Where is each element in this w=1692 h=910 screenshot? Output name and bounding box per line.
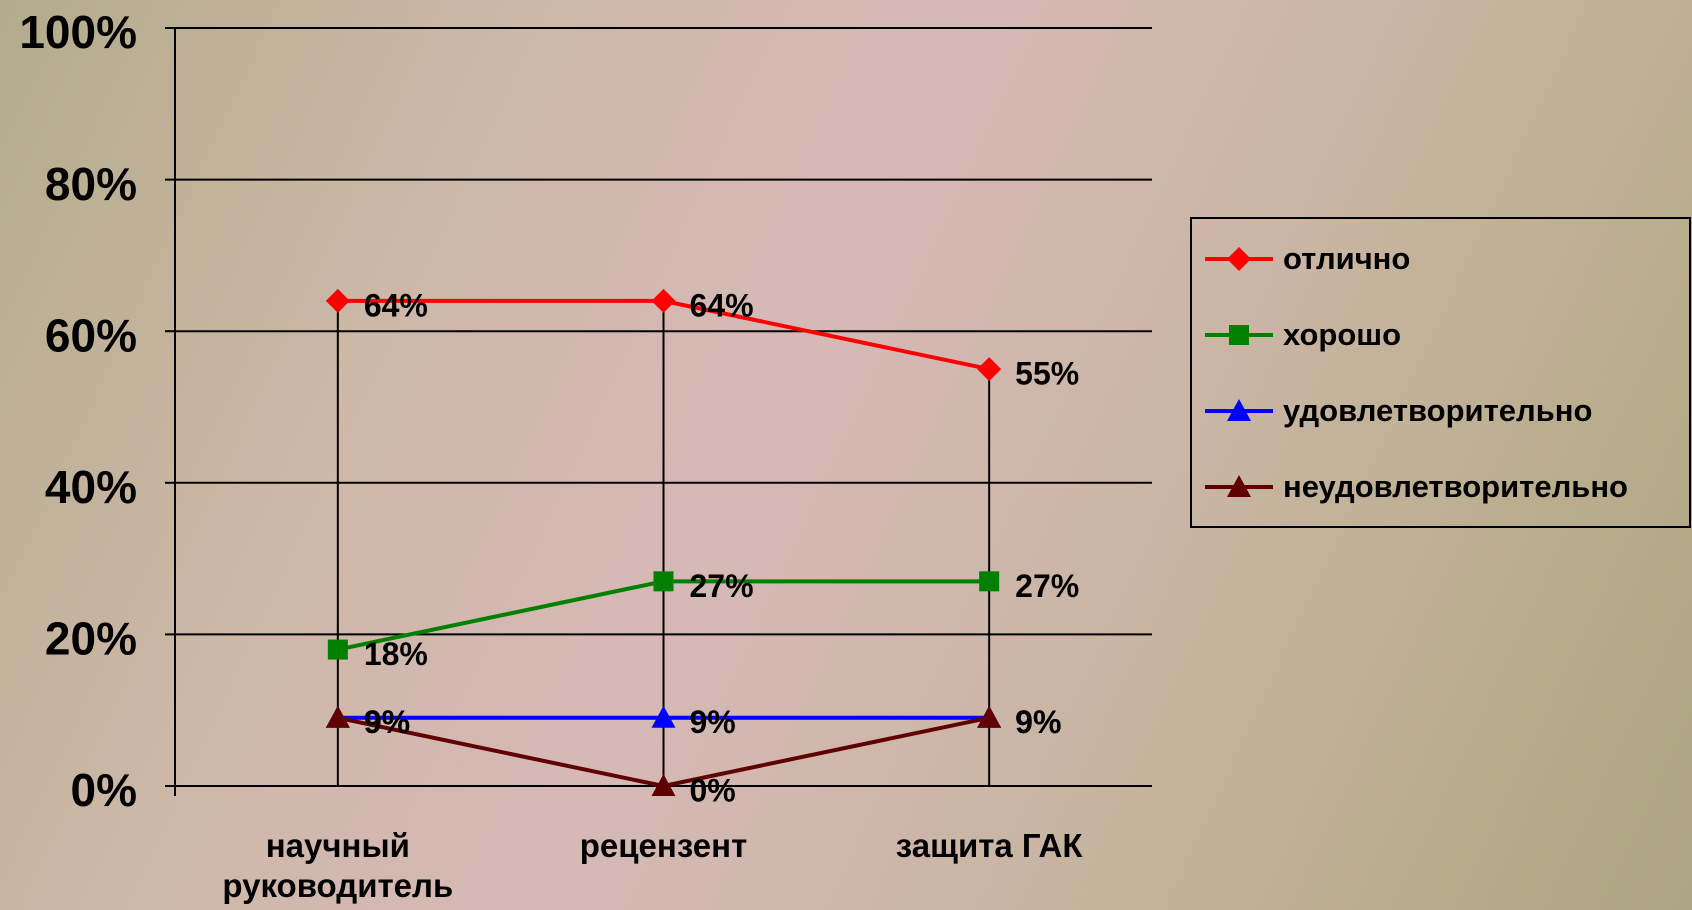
marker <box>979 571 1000 592</box>
marker <box>325 705 350 728</box>
marker <box>977 357 1002 382</box>
legend-box <box>1190 217 1691 528</box>
data-label: 64% <box>364 287 428 323</box>
data-label: 64% <box>690 287 754 323</box>
data-label: 9% <box>690 704 736 740</box>
y-tick-label: 40% <box>45 461 137 513</box>
data-label: 27% <box>690 568 754 604</box>
y-tick-label: 20% <box>45 613 137 665</box>
marker <box>1227 399 1251 421</box>
x-tick-label: защита ГАК <box>895 827 1083 864</box>
marker <box>325 288 350 313</box>
marker <box>327 639 348 660</box>
y-tick-label: 80% <box>45 158 137 210</box>
marker <box>1229 325 1249 345</box>
data-label: 18% <box>364 636 428 672</box>
marker <box>1227 247 1251 271</box>
y-tick-label: 0% <box>71 764 137 816</box>
y-tick-label: 60% <box>45 309 137 361</box>
data-label: 9% <box>1015 704 1061 740</box>
data-label: 9% <box>364 704 410 740</box>
marker <box>977 705 1002 728</box>
y-tick-label: 100% <box>19 6 137 58</box>
marker <box>651 288 676 313</box>
marker <box>1227 475 1251 497</box>
marker <box>651 705 676 728</box>
marker <box>651 774 676 796</box>
x-tick-label: научный руководитель <box>222 827 454 904</box>
data-label: 9% <box>1015 704 1061 740</box>
marker <box>653 571 674 592</box>
legend-label: отлично <box>1283 241 1410 276</box>
data-label: 27% <box>1015 568 1079 604</box>
x-tick-label: рецензент <box>579 827 748 864</box>
legend-label: неудовлетворительно <box>1283 469 1628 504</box>
legend-label: хорошо <box>1283 317 1401 352</box>
data-label: 0% <box>690 772 736 808</box>
data-label: 55% <box>1015 356 1079 392</box>
data-label: 9% <box>364 704 410 740</box>
legend-label: удовлетворительно <box>1283 393 1592 428</box>
